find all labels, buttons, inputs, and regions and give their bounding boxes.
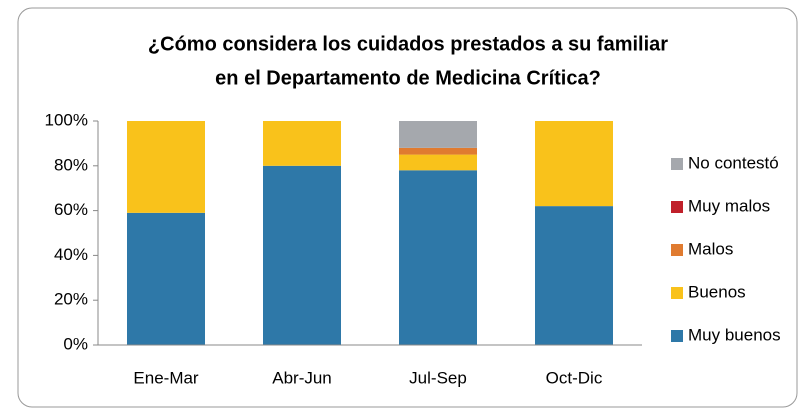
legend-label: No contestó (688, 153, 779, 172)
y-tick-label: 0% (63, 334, 88, 353)
y-tick-label: 80% (54, 155, 88, 174)
bar-segment (535, 206, 613, 345)
legend-swatch (671, 201, 683, 213)
x-tick-label: Oct-Dic (546, 368, 603, 387)
x-tick-label: Jul-Sep (409, 368, 467, 387)
y-tick-label: 60% (54, 200, 88, 219)
y-tick-label: 100% (45, 110, 88, 129)
legend-swatch (671, 287, 683, 299)
bar-segment (399, 147, 477, 155)
bar-segment (127, 121, 205, 213)
bar-segment (127, 212, 205, 345)
bar-segment (399, 170, 477, 345)
bar-segment (263, 165, 341, 345)
legend-swatch (671, 158, 683, 170)
legend-label: Muy buenos (688, 325, 781, 344)
y-tick-label: 20% (54, 290, 88, 309)
legend-label: Malos (688, 239, 733, 258)
y-tick-label: 40% (54, 245, 88, 264)
legend-swatch (671, 244, 683, 256)
bar-segment (263, 121, 341, 166)
x-tick-label: Abr-Jun (272, 368, 332, 387)
x-tick-label: Ene-Mar (133, 368, 199, 387)
bar-segment (399, 121, 477, 148)
legend-swatch (671, 330, 683, 342)
bar-segment (399, 154, 477, 171)
chart-title: en el Departamento de Medicina Crítica? (215, 67, 601, 89)
legend-label: Muy malos (688, 196, 770, 215)
legend-label: Buenos (688, 282, 746, 301)
chart-title: ¿Cómo considera los cuidados prestados a… (148, 33, 668, 55)
bar-segment (535, 121, 613, 207)
